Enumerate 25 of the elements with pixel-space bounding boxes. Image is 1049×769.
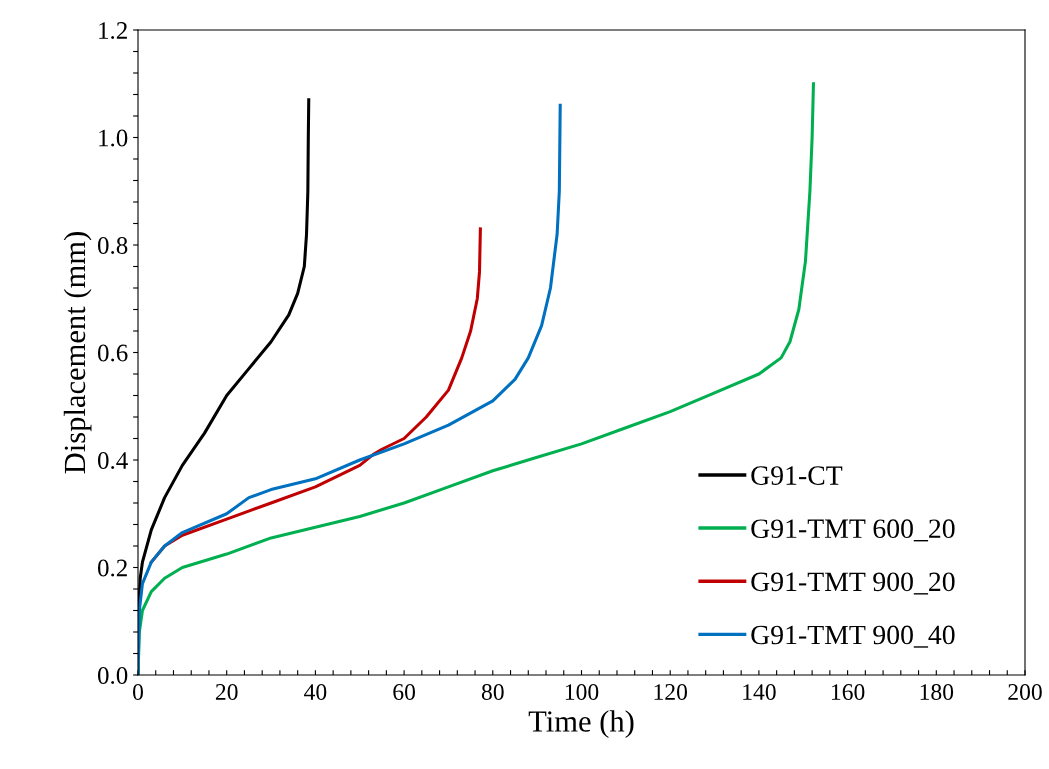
- y-tick-label: 0.0: [97, 667, 128, 685]
- x-tick-label: 80: [481, 684, 504, 700]
- legend-label: G91-CT: [751, 466, 843, 485]
- line-series: [138, 103, 562, 675]
- x-tick-label: 60: [393, 684, 416, 700]
- y-tick-label: 0.2: [97, 559, 127, 577]
- x-tick-label: 40: [304, 684, 327, 700]
- y-tick-label: 0.4: [97, 452, 128, 470]
- y-tick-label: 0.6: [97, 344, 128, 362]
- y-axis-title: Displacement (mm): [63, 232, 92, 474]
- y-tick-label: 0.8: [97, 237, 128, 255]
- legend-label: G91-TMT 900_40: [751, 625, 955, 648]
- legend-label: G91-TMT 900_20: [751, 572, 955, 595]
- y-tick-label: 1.2: [99, 22, 127, 40]
- x-tick-label: 140: [743, 684, 776, 700]
- x-tick-label: 120: [654, 684, 688, 700]
- x-axis-title: Time (h): [528, 710, 634, 739]
- x-tick-label: 200: [1008, 684, 1042, 700]
- legend-label: G91-TMT 600_20: [751, 519, 955, 542]
- x-tick-label: 160: [831, 684, 865, 700]
- x-tick-label: 100: [565, 684, 599, 700]
- x-tick-label: 0: [133, 684, 143, 700]
- x-tick-label: 180: [920, 684, 954, 700]
- x-tick-label: 20: [215, 684, 238, 700]
- y-tick-label: 1.0: [99, 129, 128, 147]
